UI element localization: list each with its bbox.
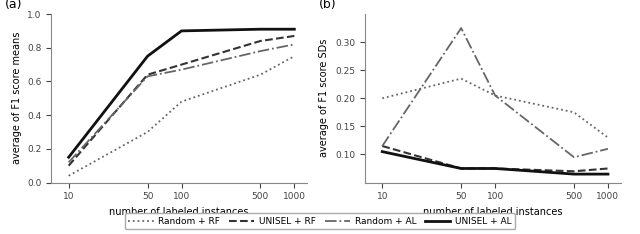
Text: (a): (a): [5, 0, 22, 11]
X-axis label: number of labeled instances: number of labeled instances: [109, 207, 249, 217]
Y-axis label: average of F1 score means: average of F1 score means: [12, 32, 22, 165]
Legend: Random + RF, UNISEL + RF, Random + AL, UNISEL + AL: Random + RF, UNISEL + RF, Random + AL, U…: [125, 213, 515, 230]
Y-axis label: average of F1 score SDs: average of F1 score SDs: [319, 39, 330, 157]
Text: (b): (b): [319, 0, 337, 11]
X-axis label: number of labeled instances: number of labeled instances: [423, 207, 563, 217]
